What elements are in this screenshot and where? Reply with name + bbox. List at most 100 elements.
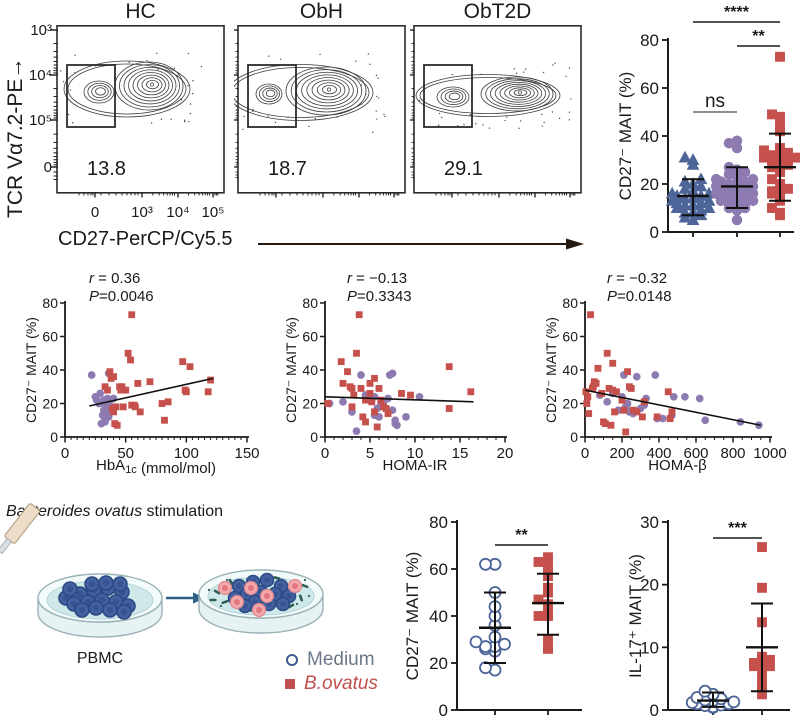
svg-text:40: 40 bbox=[42, 362, 58, 378]
data-point bbox=[339, 397, 347, 406]
data-point bbox=[678, 150, 692, 163]
flow-x-axis-label: CD27-PerCP/Cy5.5 bbox=[58, 228, 233, 250]
data-point bbox=[665, 186, 679, 199]
data-point bbox=[582, 388, 590, 396]
legend-label-bovatus: B.ovatus bbox=[304, 673, 378, 694]
flow-plot-obt2d: 29.1 bbox=[410, 25, 582, 198]
svg-text:30: 30 bbox=[640, 513, 659, 532]
data-point bbox=[375, 385, 383, 392]
data-point bbox=[362, 418, 369, 426]
flow-panel-title-obh: ObH bbox=[299, 0, 344, 23]
data-point bbox=[587, 311, 594, 319]
svg-text:0: 0 bbox=[310, 429, 318, 445]
data-point bbox=[110, 373, 117, 381]
gate-percentage: 18.7 bbox=[268, 158, 307, 180]
data-point bbox=[371, 408, 378, 416]
svg-text:**: ** bbox=[752, 28, 765, 45]
data-point bbox=[543, 552, 553, 563]
data-point bbox=[398, 390, 405, 397]
bottom-ticks bbox=[435, 192, 576, 198]
scatter-homa-ir: 0 20 40 60 80 0 5 10 15 20 HOMA-IR CD27⁻ MAIT (%) r … bbox=[285, 270, 513, 474]
data-point bbox=[702, 201, 716, 213]
data-point bbox=[533, 557, 544, 567]
data-point bbox=[767, 174, 777, 185]
svg-text:****: **** bbox=[724, 4, 750, 21]
legend-item-medium: Medium bbox=[286, 648, 375, 672]
data-point bbox=[668, 408, 676, 416]
significance-ns: ns bbox=[693, 91, 737, 113]
svg-text:10: 10 bbox=[407, 445, 424, 462]
left-ticks bbox=[410, 29, 414, 178]
data-point bbox=[623, 399, 632, 408]
error-bar-Medium bbox=[697, 691, 729, 708]
flow-panel-title-hc: HC bbox=[125, 0, 156, 23]
bovatus-square-icon bbox=[285, 679, 295, 689]
flow-y-tick-0: 0 bbox=[43, 159, 52, 176]
data-point bbox=[350, 391, 358, 399]
contour-plot bbox=[56, 25, 225, 198]
data-point bbox=[373, 423, 381, 431]
data-point bbox=[605, 385, 613, 392]
svg-text:20: 20 bbox=[42, 396, 58, 412]
data-point bbox=[543, 634, 553, 645]
data-point bbox=[366, 379, 374, 387]
svg-text:0: 0 bbox=[650, 223, 659, 242]
stimulation-title-rest: stimulation bbox=[142, 503, 223, 520]
stim-cd27-dot-plot: 0 20 40 60 80 CD27⁻ MAIT (%) ** bbox=[403, 513, 582, 720]
flow-x-tick-0: 0 bbox=[90, 204, 100, 221]
data-point bbox=[627, 385, 635, 392]
data-point bbox=[407, 391, 414, 399]
data-point bbox=[767, 109, 777, 120]
data-point bbox=[366, 390, 374, 397]
data-point bbox=[603, 397, 612, 406]
petri-dish-pbmc bbox=[37, 573, 163, 638]
svg-text:0: 0 bbox=[321, 445, 329, 462]
data-point bbox=[638, 413, 646, 421]
data-point bbox=[624, 368, 631, 376]
data-point bbox=[723, 137, 735, 149]
data-point bbox=[765, 661, 775, 672]
data-point bbox=[585, 410, 593, 417]
bacteria-rods bbox=[209, 576, 309, 612]
series-ObT2D bbox=[324, 311, 475, 431]
contour-plot bbox=[234, 25, 406, 198]
svg-text:20: 20 bbox=[497, 445, 514, 462]
cell-population bbox=[415, 62, 572, 130]
svg-text:20: 20 bbox=[562, 396, 578, 412]
x-axis-label: HOMA-IR bbox=[383, 457, 448, 474]
svg-text:150: 150 bbox=[234, 445, 259, 462]
data-point bbox=[96, 389, 105, 398]
petri-dish-diagram bbox=[0, 503, 324, 638]
flow-x-tick-1e5: 10⁵ bbox=[201, 204, 225, 221]
group-points-ObH bbox=[710, 135, 759, 226]
svg-text:P=0.3343: P=0.3343 bbox=[347, 288, 412, 305]
y-axis-label: IL-17⁺ MAIT (%) bbox=[628, 554, 645, 678]
data-point bbox=[533, 594, 544, 605]
svg-text:80: 80 bbox=[429, 513, 448, 532]
data-point bbox=[783, 147, 793, 158]
data-point bbox=[651, 371, 660, 379]
data-point bbox=[136, 408, 144, 416]
data-point bbox=[653, 413, 661, 421]
svg-text:20: 20 bbox=[429, 654, 448, 673]
data-point bbox=[134, 379, 142, 387]
pipette-icon bbox=[0, 503, 41, 555]
svg-text:20: 20 bbox=[640, 175, 659, 194]
axes: 0 20 40 60 80 0 5 10 15 20 bbox=[302, 295, 513, 462]
data-point bbox=[207, 376, 215, 384]
svg-text:80: 80 bbox=[640, 31, 659, 50]
data-point bbox=[533, 611, 544, 621]
data-point bbox=[757, 689, 767, 700]
trend-line bbox=[89, 377, 214, 407]
svg-text:0: 0 bbox=[581, 445, 589, 462]
data-point bbox=[112, 403, 120, 411]
data-point bbox=[353, 349, 360, 357]
data-point bbox=[384, 410, 392, 417]
medium-open-circle-icon bbox=[286, 654, 298, 666]
svg-text:60: 60 bbox=[562, 329, 578, 345]
data-point bbox=[186, 363, 194, 371]
flow-plot-obh: 18.7 bbox=[234, 25, 406, 198]
data-point bbox=[757, 542, 767, 553]
data-point bbox=[377, 396, 385, 404]
